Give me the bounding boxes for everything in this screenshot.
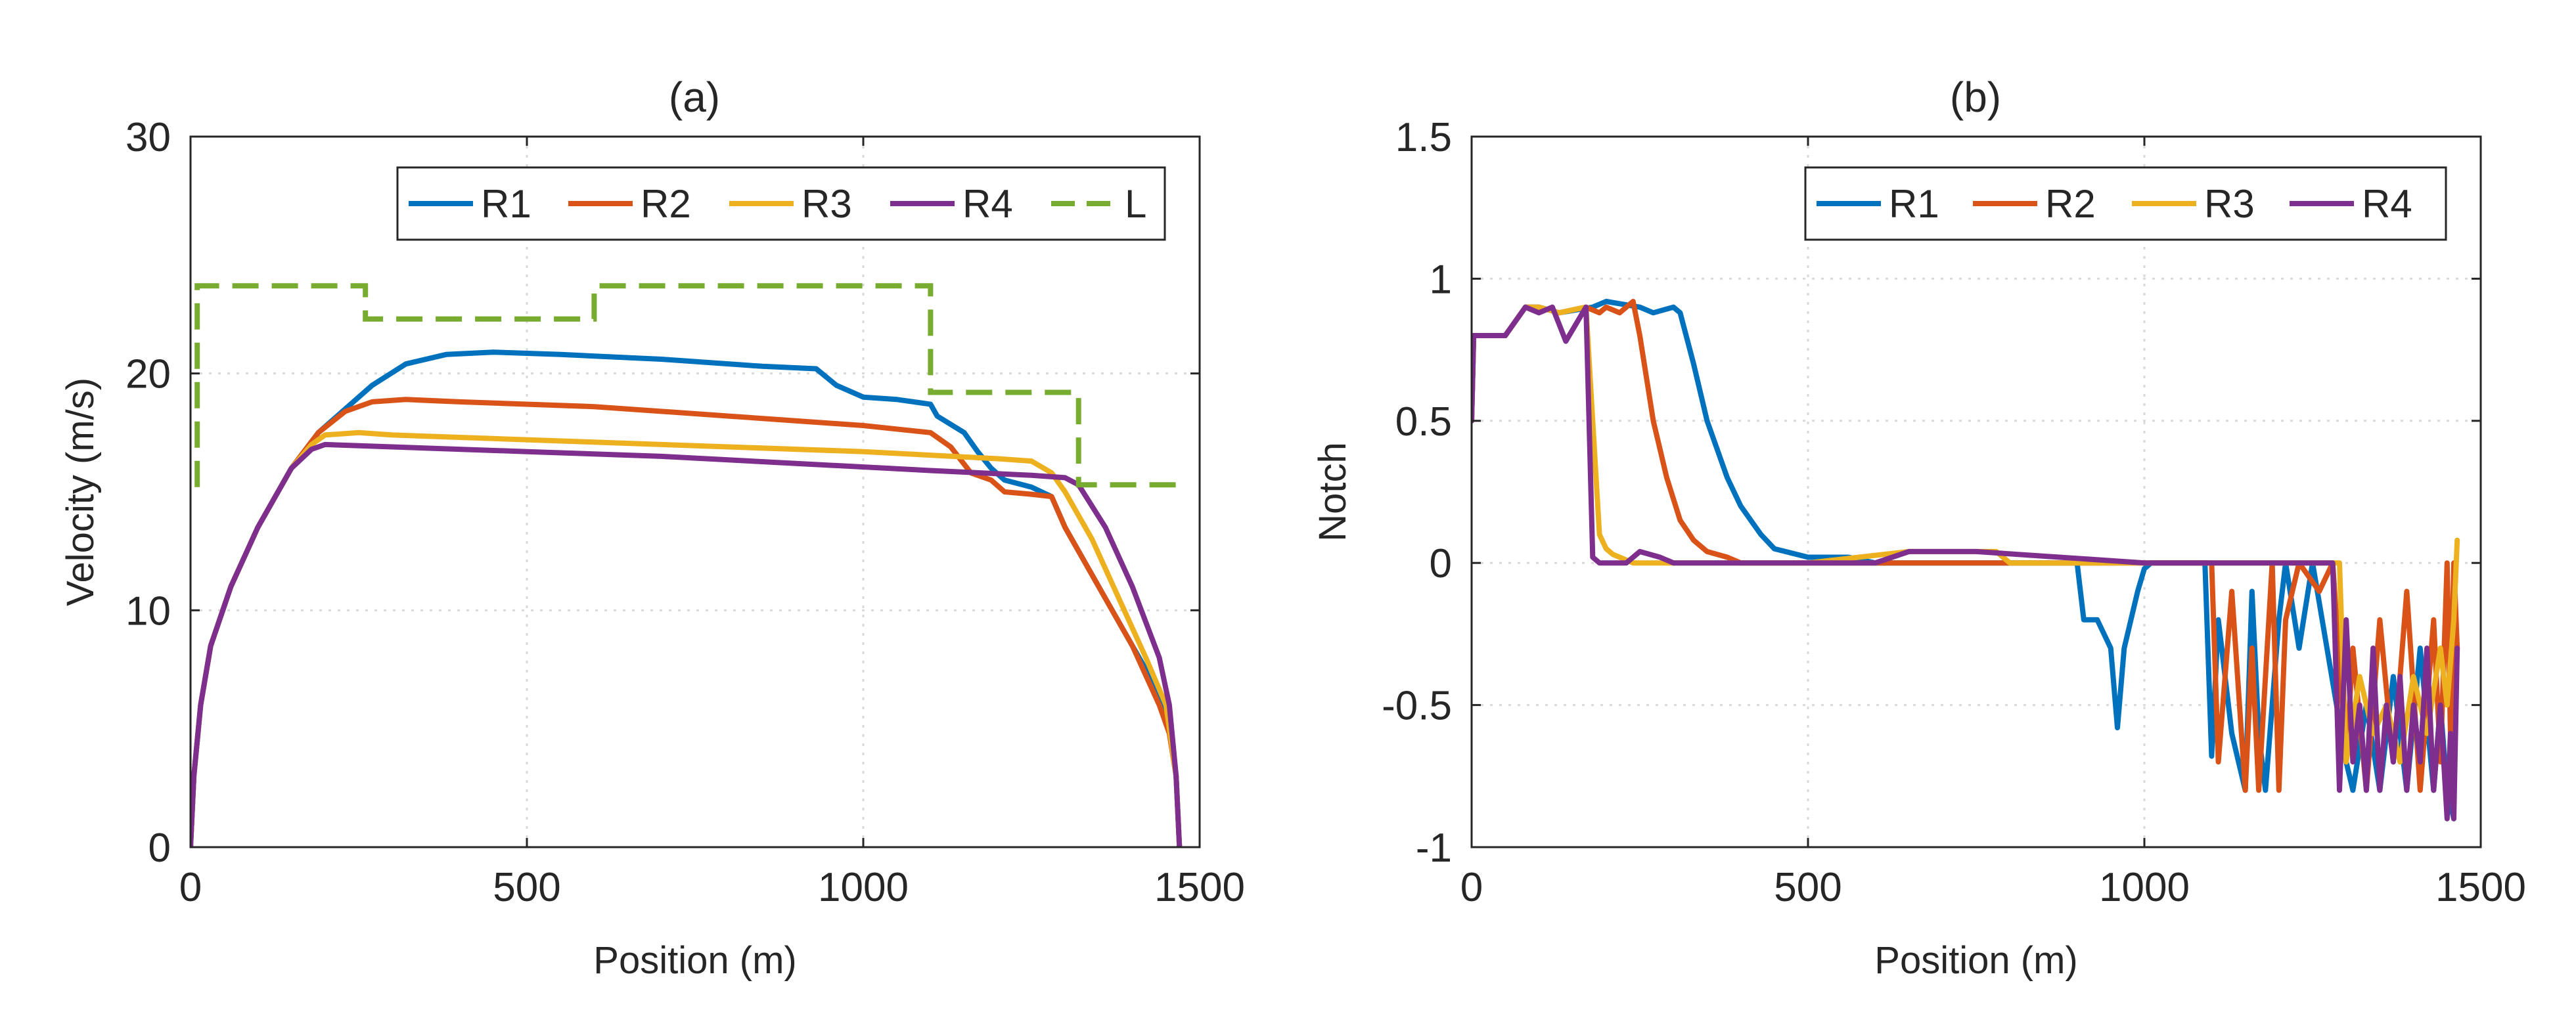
legend-entry-b-r3: R3 — [2132, 182, 2255, 226]
x-tick-label: 1000 — [2099, 865, 2190, 910]
legend-entry-r1: R1 — [409, 182, 531, 226]
legend-b: R1 R2 R3 R4 — [1804, 166, 2447, 241]
x-tick-label: 500 — [493, 865, 560, 910]
plot-area-a — [191, 283, 1183, 847]
series-line-a-r4 — [191, 441, 1183, 847]
ticks-b: 0 500 1000 1500 -1 -0.5 0 0.5 1 1.5 — [1382, 115, 2526, 910]
axes-frame-b — [1470, 135, 2482, 848]
x-tick-label: 1500 — [2435, 865, 2526, 910]
y-tick-label: 20 — [125, 352, 171, 397]
legend-a: R1 R2 R3 R4 L — [396, 166, 1166, 241]
plot-area-b — [1472, 299, 2460, 822]
legend-entry-b-r2: R2 — [1973, 182, 2096, 226]
y-tick-label: -0.5 — [1382, 684, 1452, 729]
legend-label-b-r4: R4 — [2362, 182, 2412, 226]
series-line-b-r1 — [1472, 299, 2456, 822]
legend-entry-b-r1: R1 — [1817, 182, 1939, 226]
x-axis-label-b: Position (m) — [1874, 939, 2077, 982]
y-tick-label: -1 — [1416, 825, 1452, 871]
axes-frame-a — [189, 135, 1201, 848]
series-line-a-l — [194, 283, 1180, 488]
y-tick-label: 1.5 — [1395, 115, 1452, 160]
y-tick-label: 0.5 — [1395, 399, 1452, 445]
legend-label-b-r3: R3 — [2204, 182, 2255, 226]
legend-entry-r4: R4 — [890, 182, 1013, 226]
x-axis-label-a: Position (m) — [593, 939, 796, 982]
legend-label-b-r2: R2 — [2045, 182, 2096, 226]
legend-label-l: L — [1125, 182, 1146, 226]
series-line-b-r4 — [1472, 304, 2460, 822]
y-tick-label: 0 — [1430, 541, 1452, 586]
legend-entry-l: L — [1051, 182, 1146, 226]
x-tick-label: 500 — [1774, 865, 1842, 910]
grid-a — [191, 137, 1200, 847]
panel-a: (a) 0 500 1000 1500 0 10 20 30 Position (m) Vel… — [59, 74, 1245, 982]
legend-label-r2: R2 — [641, 182, 691, 226]
legend-label-r1: R1 — [481, 182, 531, 226]
x-tick-label: 0 — [1460, 865, 1483, 910]
x-tick-label: 0 — [179, 865, 202, 910]
legend-entry-b-r4: R4 — [2290, 182, 2412, 226]
y-tick-label: 10 — [125, 588, 171, 634]
y-axis-label-a: Velocity (m/s) — [59, 378, 102, 606]
legend-label-b-r1: R1 — [1889, 182, 1939, 226]
legend-entry-r2: R2 — [568, 182, 691, 226]
panel-title-b: (b) — [1950, 74, 2001, 121]
legend-label-r4: R4 — [962, 182, 1013, 226]
y-tick-label: 0 — [148, 825, 171, 871]
legend-label-r3: R3 — [802, 182, 852, 226]
ticks-a: 0 500 1000 1500 0 10 20 30 — [125, 115, 1245, 910]
panel-title-a: (a) — [669, 74, 720, 121]
panel-b: (b) 0 500 1000 1500 -1 -0.5 0 0.5 1 1.5 Position … — [1311, 74, 2526, 982]
x-tick-label: 1000 — [818, 865, 909, 910]
y-axis-label-b: Notch — [1311, 442, 1354, 542]
legend-entry-r3: R3 — [729, 182, 852, 226]
y-tick-label: 1 — [1430, 257, 1452, 302]
x-tick-label: 1500 — [1154, 865, 1245, 910]
y-tick-label: 30 — [125, 115, 171, 160]
